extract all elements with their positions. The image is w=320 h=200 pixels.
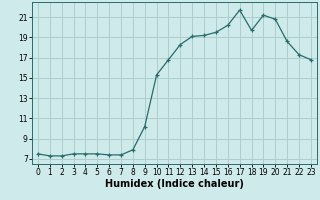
X-axis label: Humidex (Indice chaleur): Humidex (Indice chaleur) — [105, 179, 244, 189]
